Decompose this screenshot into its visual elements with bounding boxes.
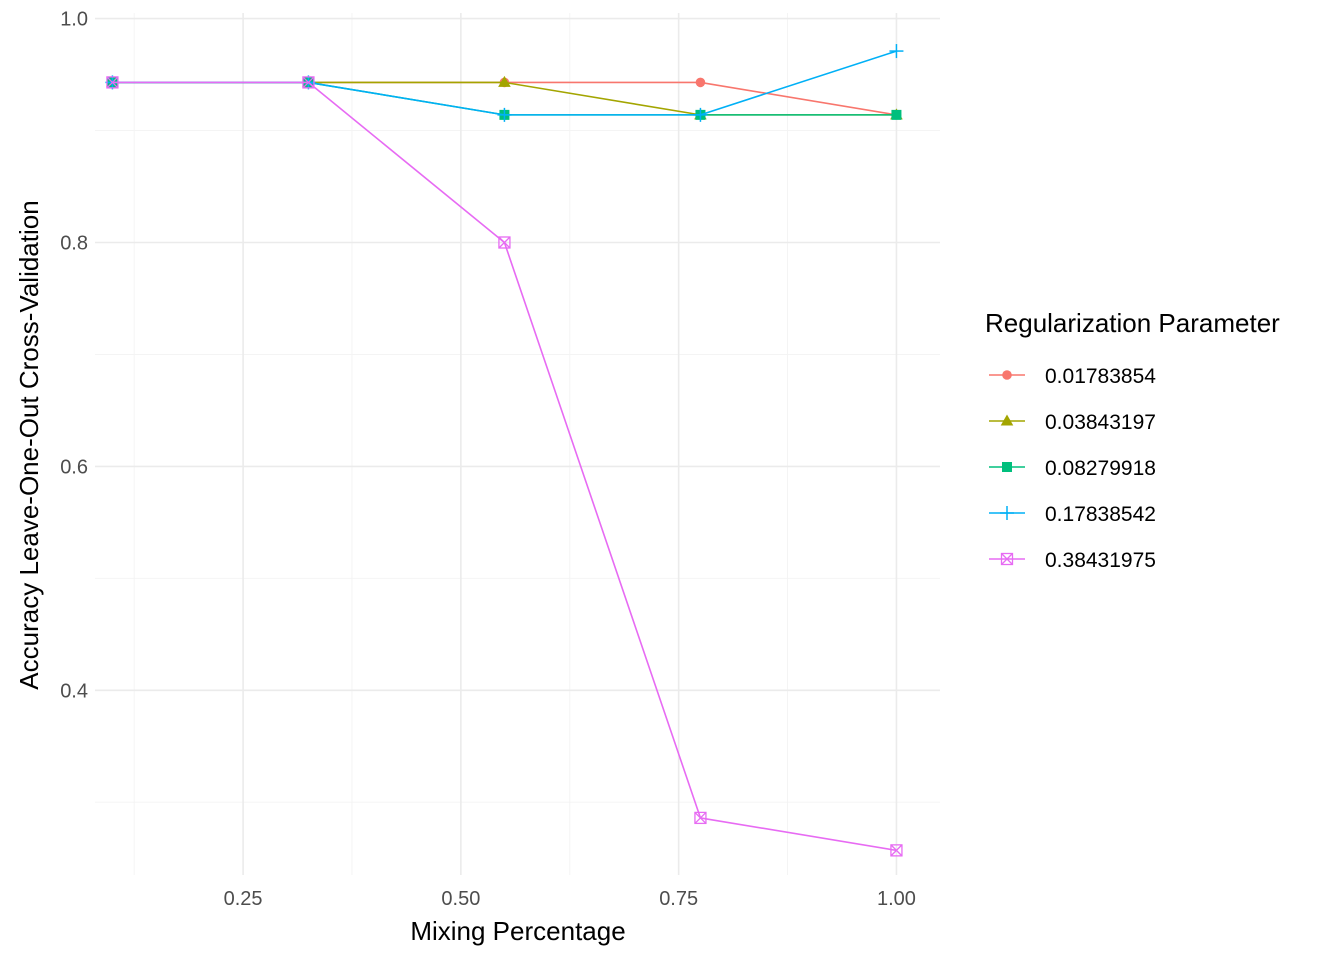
legend: Regularization Parameter 0.01783854 0.038… — [985, 308, 1280, 572]
legend-key-marker — [1000, 414, 1014, 426]
x-tick-label: 1.00 — [877, 888, 916, 910]
data-point — [695, 77, 706, 88]
marker-stroke — [890, 844, 903, 857]
x-tick-label: 0.50 — [441, 888, 480, 910]
legend-key-marker — [1000, 506, 1014, 520]
axes: 0.25 0.50 0.75 1.00 0.4 0.6 0.8 1.0 — [60, 9, 916, 910]
data-point — [891, 109, 902, 120]
legend-item: 0.01783854 — [989, 365, 1156, 388]
marker-stroke — [106, 76, 119, 89]
marker-stroke — [890, 844, 903, 857]
data-point — [694, 811, 707, 825]
legend-key-marker — [1000, 552, 1014, 566]
legend-label: 0.03843197 — [1045, 411, 1156, 434]
series-5 — [106, 76, 903, 857]
marker-stroke — [694, 811, 707, 825]
y-tick-label: 0.6 — [60, 456, 88, 478]
data-point — [693, 107, 708, 122]
y-axis-title: Accuracy Leave-One-Out Cross-Validation — [14, 200, 44, 689]
legend-item: 0.08279918 — [989, 457, 1156, 480]
legend-label: 0.38431975 — [1045, 549, 1156, 572]
legend-key-marker — [1002, 462, 1012, 472]
data-point — [497, 107, 512, 122]
y-tick-label: 1.0 — [60, 9, 88, 31]
marker-stroke — [498, 236, 511, 249]
data-point — [302, 76, 315, 89]
marker-stroke — [694, 811, 707, 824]
legend-key-marker — [1002, 370, 1012, 380]
legend-label: 0.17838542 — [1045, 503, 1156, 526]
legend-label: 0.01783854 — [1045, 365, 1156, 388]
x-tick-label: 0.75 — [659, 888, 698, 910]
legend-items: 0.01783854 0.03843197 0.08279918 0.17838542… — [989, 365, 1156, 572]
marker-stroke — [302, 76, 315, 89]
marker-stroke — [1001, 553, 1013, 565]
legend-item: 0.17838542 — [989, 503, 1156, 526]
y-tick-label: 0.8 — [60, 232, 88, 254]
series-group — [105, 44, 904, 857]
y-tick-label: 0.4 — [60, 680, 88, 702]
data-point — [889, 44, 904, 59]
x-axis-title: Mixing Percentage — [410, 916, 625, 946]
marker-stroke — [1000, 552, 1014, 566]
legend-label: 0.08279918 — [1045, 457, 1156, 480]
legend-title: Regularization Parameter — [985, 308, 1280, 338]
marker-stroke — [106, 76, 119, 89]
grid — [95, 13, 940, 875]
data-point — [498, 75, 511, 87]
data-point — [890, 844, 903, 857]
marker-stroke — [498, 236, 511, 249]
legend-item: 0.03843197 — [989, 411, 1156, 434]
legend-item: 0.38431975 — [989, 549, 1156, 572]
data-point — [106, 76, 119, 89]
data-point — [498, 236, 511, 249]
x-tick-label: 0.25 — [224, 888, 263, 910]
marker-stroke — [302, 76, 315, 89]
